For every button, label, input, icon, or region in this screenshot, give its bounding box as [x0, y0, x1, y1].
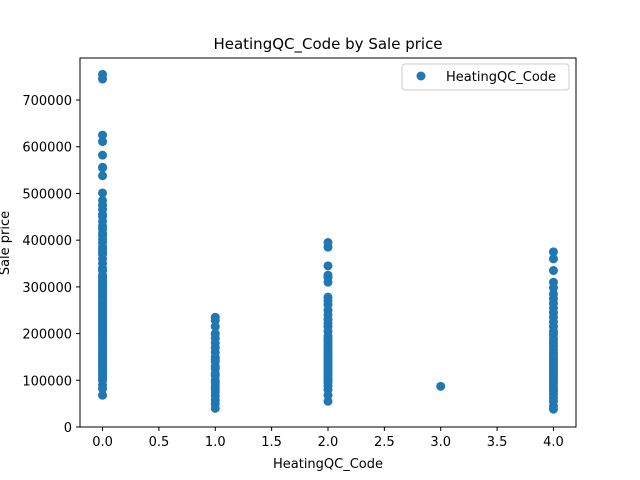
data-point — [548, 254, 558, 264]
y-tick-label: 0 — [64, 421, 72, 436]
data-point — [98, 163, 108, 173]
data-point — [98, 384, 108, 394]
data-point — [323, 242, 333, 252]
y-tick-label: 700000 — [22, 94, 72, 109]
y-tick-label: 500000 — [22, 187, 72, 202]
y-tick-label: 400000 — [22, 234, 72, 249]
y-tick-label: 200000 — [22, 328, 72, 343]
legend: HeatingQC_Code — [401, 63, 570, 91]
points-layer — [98, 69, 558, 414]
x-tick-label: 2.0 — [318, 435, 339, 450]
x-tick-label: 4.0 — [543, 435, 564, 450]
data-point — [98, 74, 108, 84]
x-tick-label: 1.0 — [205, 435, 226, 450]
data-point — [98, 171, 108, 181]
data-point — [98, 137, 108, 147]
x-tick-label: 1.5 — [261, 435, 282, 450]
data-point — [98, 150, 108, 160]
x-tick-label: 0.0 — [92, 435, 113, 450]
y-tick-label: 600000 — [22, 141, 72, 156]
legend-marker — [416, 71, 426, 81]
data-point — [210, 322, 220, 332]
chart-title: HeatingQC_Code by Sale price — [213, 35, 442, 54]
data-point — [98, 188, 108, 198]
plot-area — [79, 57, 577, 428]
legend-entry-label: HeatingQC_Code — [446, 70, 556, 85]
data-point — [210, 403, 220, 413]
x-tick-label: 3.0 — [430, 435, 451, 450]
data-point — [548, 247, 558, 257]
y-axis-label: Sale price — [0, 211, 13, 275]
x-tick-label: 2.5 — [374, 435, 395, 450]
y-tick-label: 100000 — [22, 374, 72, 389]
data-point — [548, 404, 558, 414]
legend-box — [401, 63, 570, 91]
data-point — [98, 130, 108, 140]
data-point — [436, 381, 446, 391]
data-point — [548, 266, 558, 276]
y-tick-label: 300000 — [22, 281, 72, 296]
x-tick-label: 0.5 — [149, 435, 170, 450]
data-point — [323, 396, 333, 406]
data-point — [98, 390, 108, 400]
y-axis-ticks: 0 100000 200000 300000 400000 500000 600000 700… — [22, 94, 80, 436]
x-axis-label: HeatingQC_Code — [273, 457, 383, 472]
data-point — [323, 261, 333, 271]
data-point — [323, 277, 333, 287]
x-axis-ticks: 0.0 0.5 1.0 1.5 2.0 2.5 3.0 3.5 4.0 — [92, 427, 564, 450]
x-tick-label: 3.5 — [487, 435, 508, 450]
